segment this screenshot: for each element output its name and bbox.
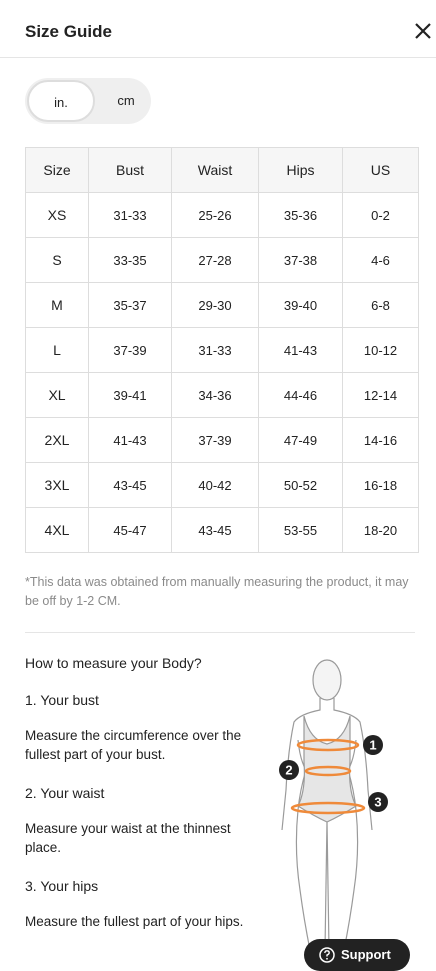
- cell: 4-6: [342, 237, 419, 283]
- cell: 53-55: [258, 507, 343, 553]
- cell: 43-45: [88, 462, 172, 508]
- size-row: M 35-37 29-30 39-40 6-8: [25, 282, 419, 328]
- column-header: Waist: [171, 147, 259, 193]
- divider: [25, 632, 415, 633]
- cell: 31-33: [171, 327, 259, 373]
- cell: 34-36: [171, 372, 259, 418]
- size-table: Size Bust Waist Hips US XS 31-33 25-26 35-36 0-2 S…: [25, 147, 419, 553]
- cell: 2XL: [25, 417, 89, 463]
- marker-number: 3: [374, 795, 381, 810]
- cell: 45-47: [88, 507, 172, 553]
- cell: 47-49: [258, 417, 343, 463]
- measure-section: How to measure your Body? 1. Your bust Me…: [25, 652, 253, 931]
- cell: 39-41: [88, 372, 172, 418]
- cell: 43-45: [171, 507, 259, 553]
- cell: 29-30: [171, 282, 259, 328]
- size-row: 4XL 45-47 43-45 53-55 18-20: [25, 507, 419, 553]
- section-title: How to measure your Body?: [25, 655, 202, 671]
- marker-badge: [279, 760, 299, 780]
- cell: 18-20: [342, 507, 419, 553]
- size-row: L 37-39 31-33 41-43 10-12: [25, 327, 419, 373]
- cell: 37-39: [171, 417, 259, 463]
- size-row: XS 31-33 25-26 35-36 0-2: [25, 192, 419, 238]
- marker-number: 2: [285, 763, 292, 778]
- step-heading: 2. Your waist: [25, 785, 105, 801]
- cell: 10-12: [342, 327, 419, 373]
- body-figure: 1 2 3: [279, 659, 388, 951]
- column-header: Bust: [88, 147, 172, 193]
- cell: 35-37: [88, 282, 172, 328]
- column-header: Size: [25, 147, 89, 193]
- cell: 41-43: [258, 327, 343, 373]
- support-button[interactable]: Support: [304, 939, 410, 971]
- cell: XS: [25, 192, 89, 238]
- unit-option-selected[interactable]: in.: [27, 80, 95, 122]
- marker-badge: [368, 792, 388, 812]
- cell: 35-36: [258, 192, 343, 238]
- cell: 50-52: [258, 462, 343, 508]
- cell: L: [25, 327, 89, 373]
- note: *This data was obtained from manually me…: [25, 575, 409, 608]
- cell: 39-40: [258, 282, 343, 328]
- cell: 16-18: [342, 462, 419, 508]
- cell: 41-43: [88, 417, 172, 463]
- step-text: Measure the circumference over the fulle…: [25, 728, 242, 762]
- cell: 44-46: [258, 372, 343, 418]
- cell: 40-42: [171, 462, 259, 508]
- unit-toggle: cm in.: [25, 78, 151, 124]
- step-heading: 3. Your hips: [25, 878, 99, 894]
- cell: S: [25, 237, 89, 283]
- support-label: Support: [341, 947, 391, 962]
- divider: [0, 57, 436, 58]
- step-heading: 1. Your bust: [25, 692, 99, 708]
- marker-number: 1: [369, 738, 376, 753]
- size-row: 2XL 41-43 37-39 47-49 14-16: [25, 417, 419, 463]
- help-icon: [319, 947, 335, 963]
- cell: 27-28: [171, 237, 259, 283]
- cell: 3XL: [25, 462, 89, 508]
- cell: 33-35: [88, 237, 172, 283]
- title: Size Guide: [25, 22, 112, 41]
- cell: 14-16: [342, 417, 419, 463]
- step-text: Measure the fullest part of your hips.: [25, 914, 244, 929]
- cell: 12-14: [342, 372, 419, 418]
- header-row: Size Bust Waist Hips US: [25, 147, 419, 193]
- unit-option[interactable]: cm: [117, 93, 135, 108]
- cell: 0-2: [342, 192, 419, 238]
- cell: 6-8: [342, 282, 419, 328]
- cell: 37-38: [258, 237, 343, 283]
- column-header: US: [342, 147, 419, 193]
- marker-badge: [363, 735, 383, 755]
- cell: XL: [25, 372, 89, 418]
- size-row: 3XL 43-45 40-42 50-52 16-18: [25, 462, 419, 508]
- step-text: Measure your waist at the thinnest place…: [25, 821, 231, 855]
- cell: 25-26: [171, 192, 259, 238]
- cell: 4XL: [25, 507, 89, 553]
- close-button[interactable]: [414, 22, 432, 40]
- column-header: Hips: [258, 147, 343, 193]
- size-row: XL 39-41 34-36 44-46 12-14: [25, 372, 419, 418]
- cell: 37-39: [88, 327, 172, 373]
- cell: 31-33: [88, 192, 172, 238]
- cell: M: [25, 282, 89, 328]
- size-row: S 33-35 27-28 37-38 4-6: [25, 237, 419, 283]
